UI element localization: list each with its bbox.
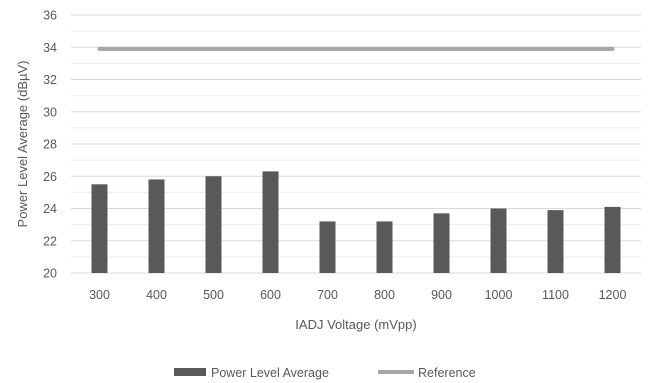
- y-tick-label: 32: [43, 73, 57, 87]
- x-axis-title: IADJ Voltage (mVpp): [295, 317, 416, 332]
- y-axis-ticks: 20 22 24 26 28 30 32 34 36: [43, 9, 57, 281]
- bar-900: [433, 213, 450, 273]
- x-tick-label: 1000: [485, 288, 513, 302]
- legend-label-power-level-average: Power Level Average: [211, 366, 329, 380]
- gridlines: [71, 14, 641, 274]
- y-tick-label: 24: [43, 202, 57, 216]
- x-tick-label: 800: [374, 288, 395, 302]
- x-tick-label: 300: [89, 288, 110, 302]
- bar-700: [319, 221, 336, 273]
- y-tick-label: 22: [43, 234, 57, 248]
- bar-1100: [547, 210, 564, 273]
- bar-series: [91, 171, 621, 273]
- bar-1000: [490, 208, 507, 273]
- bar-300: [91, 184, 108, 273]
- bar-1200: [604, 206, 621, 273]
- y-tick-label: 30: [43, 105, 57, 119]
- y-tick-label: 36: [43, 9, 57, 23]
- legend-swatch-reference: [378, 370, 414, 374]
- x-tick-label: 1200: [599, 288, 627, 302]
- y-tick-label: 28: [43, 138, 57, 152]
- legend-label-reference: Reference: [418, 366, 476, 380]
- x-tick-label: 900: [431, 288, 452, 302]
- legend-swatch-power-level-average: [174, 368, 206, 376]
- y-tick-label: 20: [43, 267, 57, 281]
- y-tick-label: 34: [43, 41, 57, 55]
- bar-800: [376, 221, 393, 273]
- legend: Power Level Average Reference: [174, 366, 476, 380]
- x-tick-label: 500: [203, 288, 224, 302]
- x-tick-label: 1100: [542, 288, 569, 302]
- x-tick-label: 700: [317, 288, 338, 302]
- bar-600: [262, 171, 279, 273]
- y-tick-label: 26: [43, 170, 57, 184]
- x-tick-label: 400: [146, 288, 167, 302]
- bar-400: [148, 179, 165, 273]
- x-tick-label: 600: [260, 288, 281, 302]
- bar-500: [205, 176, 222, 273]
- y-axis-title: Power Level Average (dBµV): [15, 61, 30, 228]
- x-axis-ticks: 300 400 500 600 700 800 900 1000 1100 1200: [89, 288, 626, 302]
